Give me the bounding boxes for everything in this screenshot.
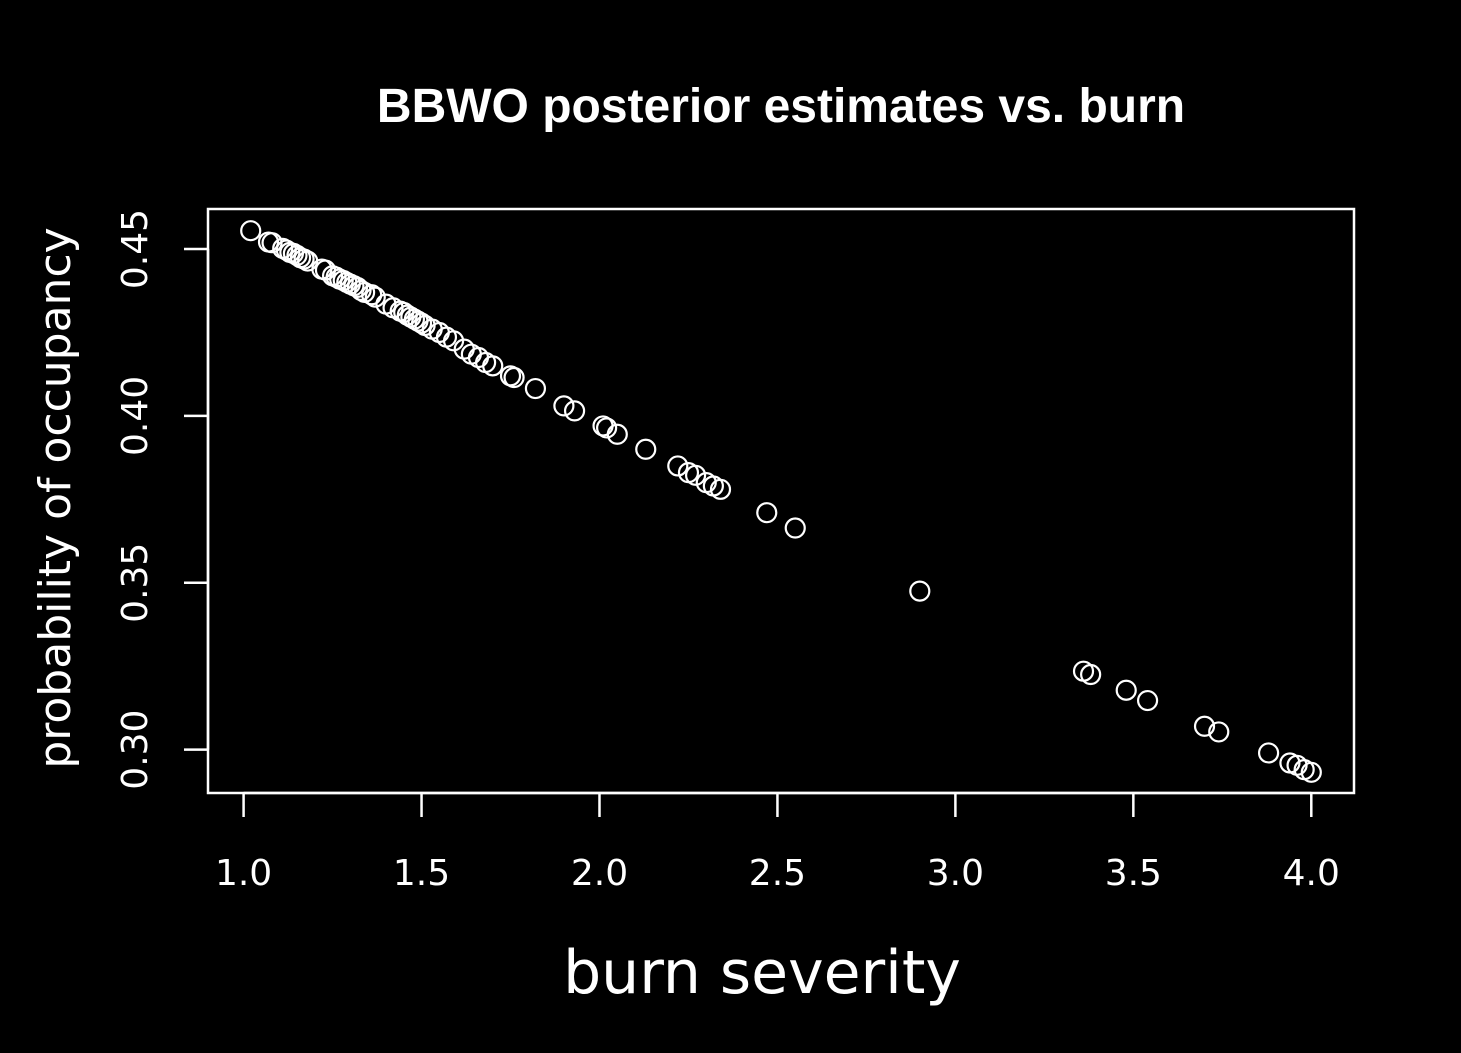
data-point [1208,721,1230,743]
x-tick-label: 2.5 [749,853,806,894]
data-point [684,464,707,486]
data-point [553,395,575,417]
data-point [482,355,504,377]
data-point [667,455,689,477]
data-point [1136,689,1159,712]
data-point [606,423,628,445]
data-point [240,220,262,242]
data-point [909,580,931,602]
data-point [563,400,586,422]
data-point [635,438,657,460]
x-tick-label: 1.0 [215,853,272,894]
data-point [784,517,806,539]
data-point [350,279,372,302]
x-tick-label: 3.0 [927,853,984,894]
y-tick-label: 0.40 [115,376,156,456]
x-tick-label: 3.5 [1105,853,1162,894]
y-tick-label: 0.35 [115,543,156,623]
x-axis-label: burn severity [563,938,961,1008]
data-point [293,248,315,270]
data-point [709,478,732,500]
y-axis: 0.30 0.35 0.40 0.45 [115,209,210,790]
data-point [524,377,547,400]
x-tick-label: 1.5 [393,853,450,894]
x-tick-label: 2.0 [571,853,628,894]
y-tick-label: 0.45 [115,209,156,289]
data-point [596,417,618,439]
data-point [410,312,433,334]
data-point [364,286,386,308]
x-axis: 1.0 1.5 2.0 2.5 3.0 3.5 4.0 [215,791,1340,894]
data-point [1080,663,1102,686]
data-point [1257,742,1280,764]
data-point [1115,679,1137,701]
y-axis-label: probability of occupancy [30,227,81,768]
data-point [503,366,525,389]
chart-title: BBWO posterior estimates vs. burn [377,80,1185,133]
x-tick-label: 4.0 [1283,853,1340,894]
data-point [1300,761,1322,783]
y-tick-label: 0.30 [115,710,156,790]
data-points [240,220,1322,783]
data-point [1193,715,1216,737]
data-point [756,502,778,524]
